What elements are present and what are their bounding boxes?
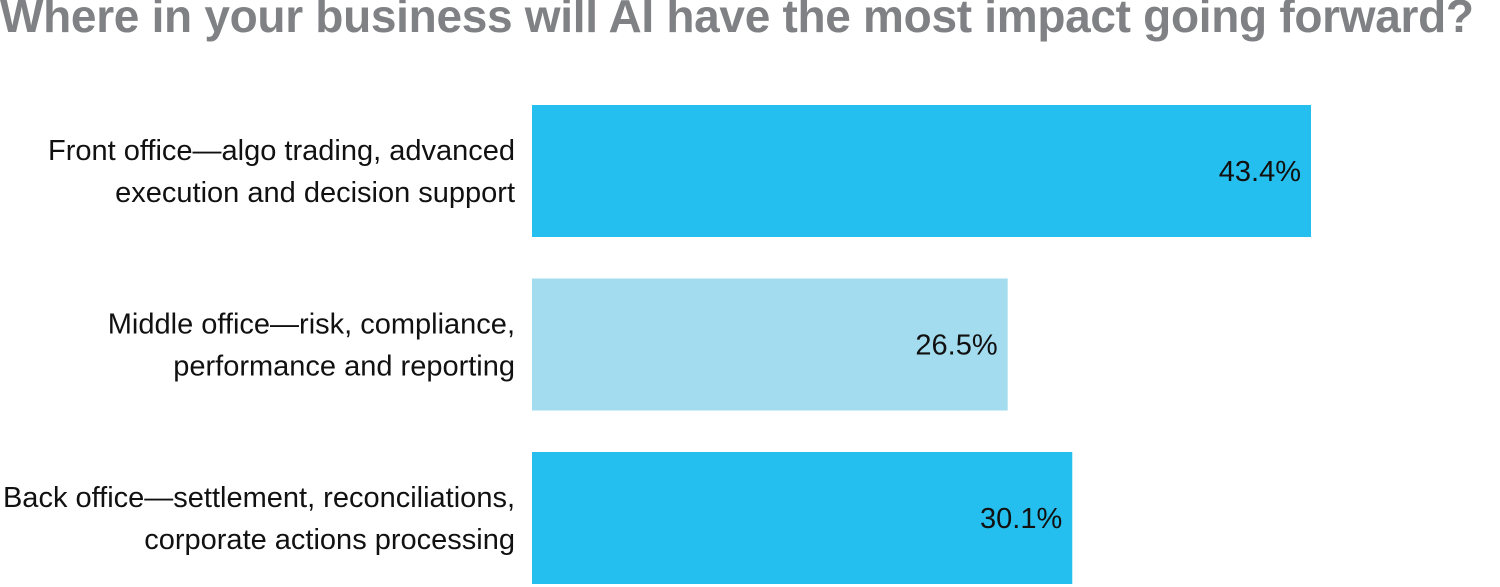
category-label-3-line-1: Back office—settlement, reconciliations,: [3, 482, 515, 514]
category-label-1-line-2: execution and decision support: [115, 177, 515, 209]
bar-1: [532, 105, 1311, 237]
value-label-3: 30.1%: [980, 503, 1062, 535]
category-label-1: Front office—algo trading, advanced execu…: [48, 135, 515, 209]
bar-3: [532, 452, 1073, 584]
category-label-1-line-1: Front office—algo trading, advanced: [48, 135, 515, 167]
category-label-3: Back office—settlement, reconciliations,…: [3, 482, 515, 556]
value-label-2: 26.5%: [915, 330, 997, 362]
category-label-2-line-2: performance and reporting: [173, 351, 515, 383]
value-label-1: 43.4%: [1219, 156, 1301, 188]
category-label-2-line-1: Middle office—risk, compliance,: [108, 309, 515, 341]
chart-title: Where in your business will AI have the …: [0, 0, 1474, 42]
bar-2: [532, 278, 1008, 411]
category-label-3-line-2: corporate actions processing: [144, 524, 515, 556]
category-label-2: Middle office—risk, compliance, performan…: [108, 309, 515, 383]
bars-layer: 43.4% Front office—algo trading, advanced…: [3, 105, 1311, 584]
